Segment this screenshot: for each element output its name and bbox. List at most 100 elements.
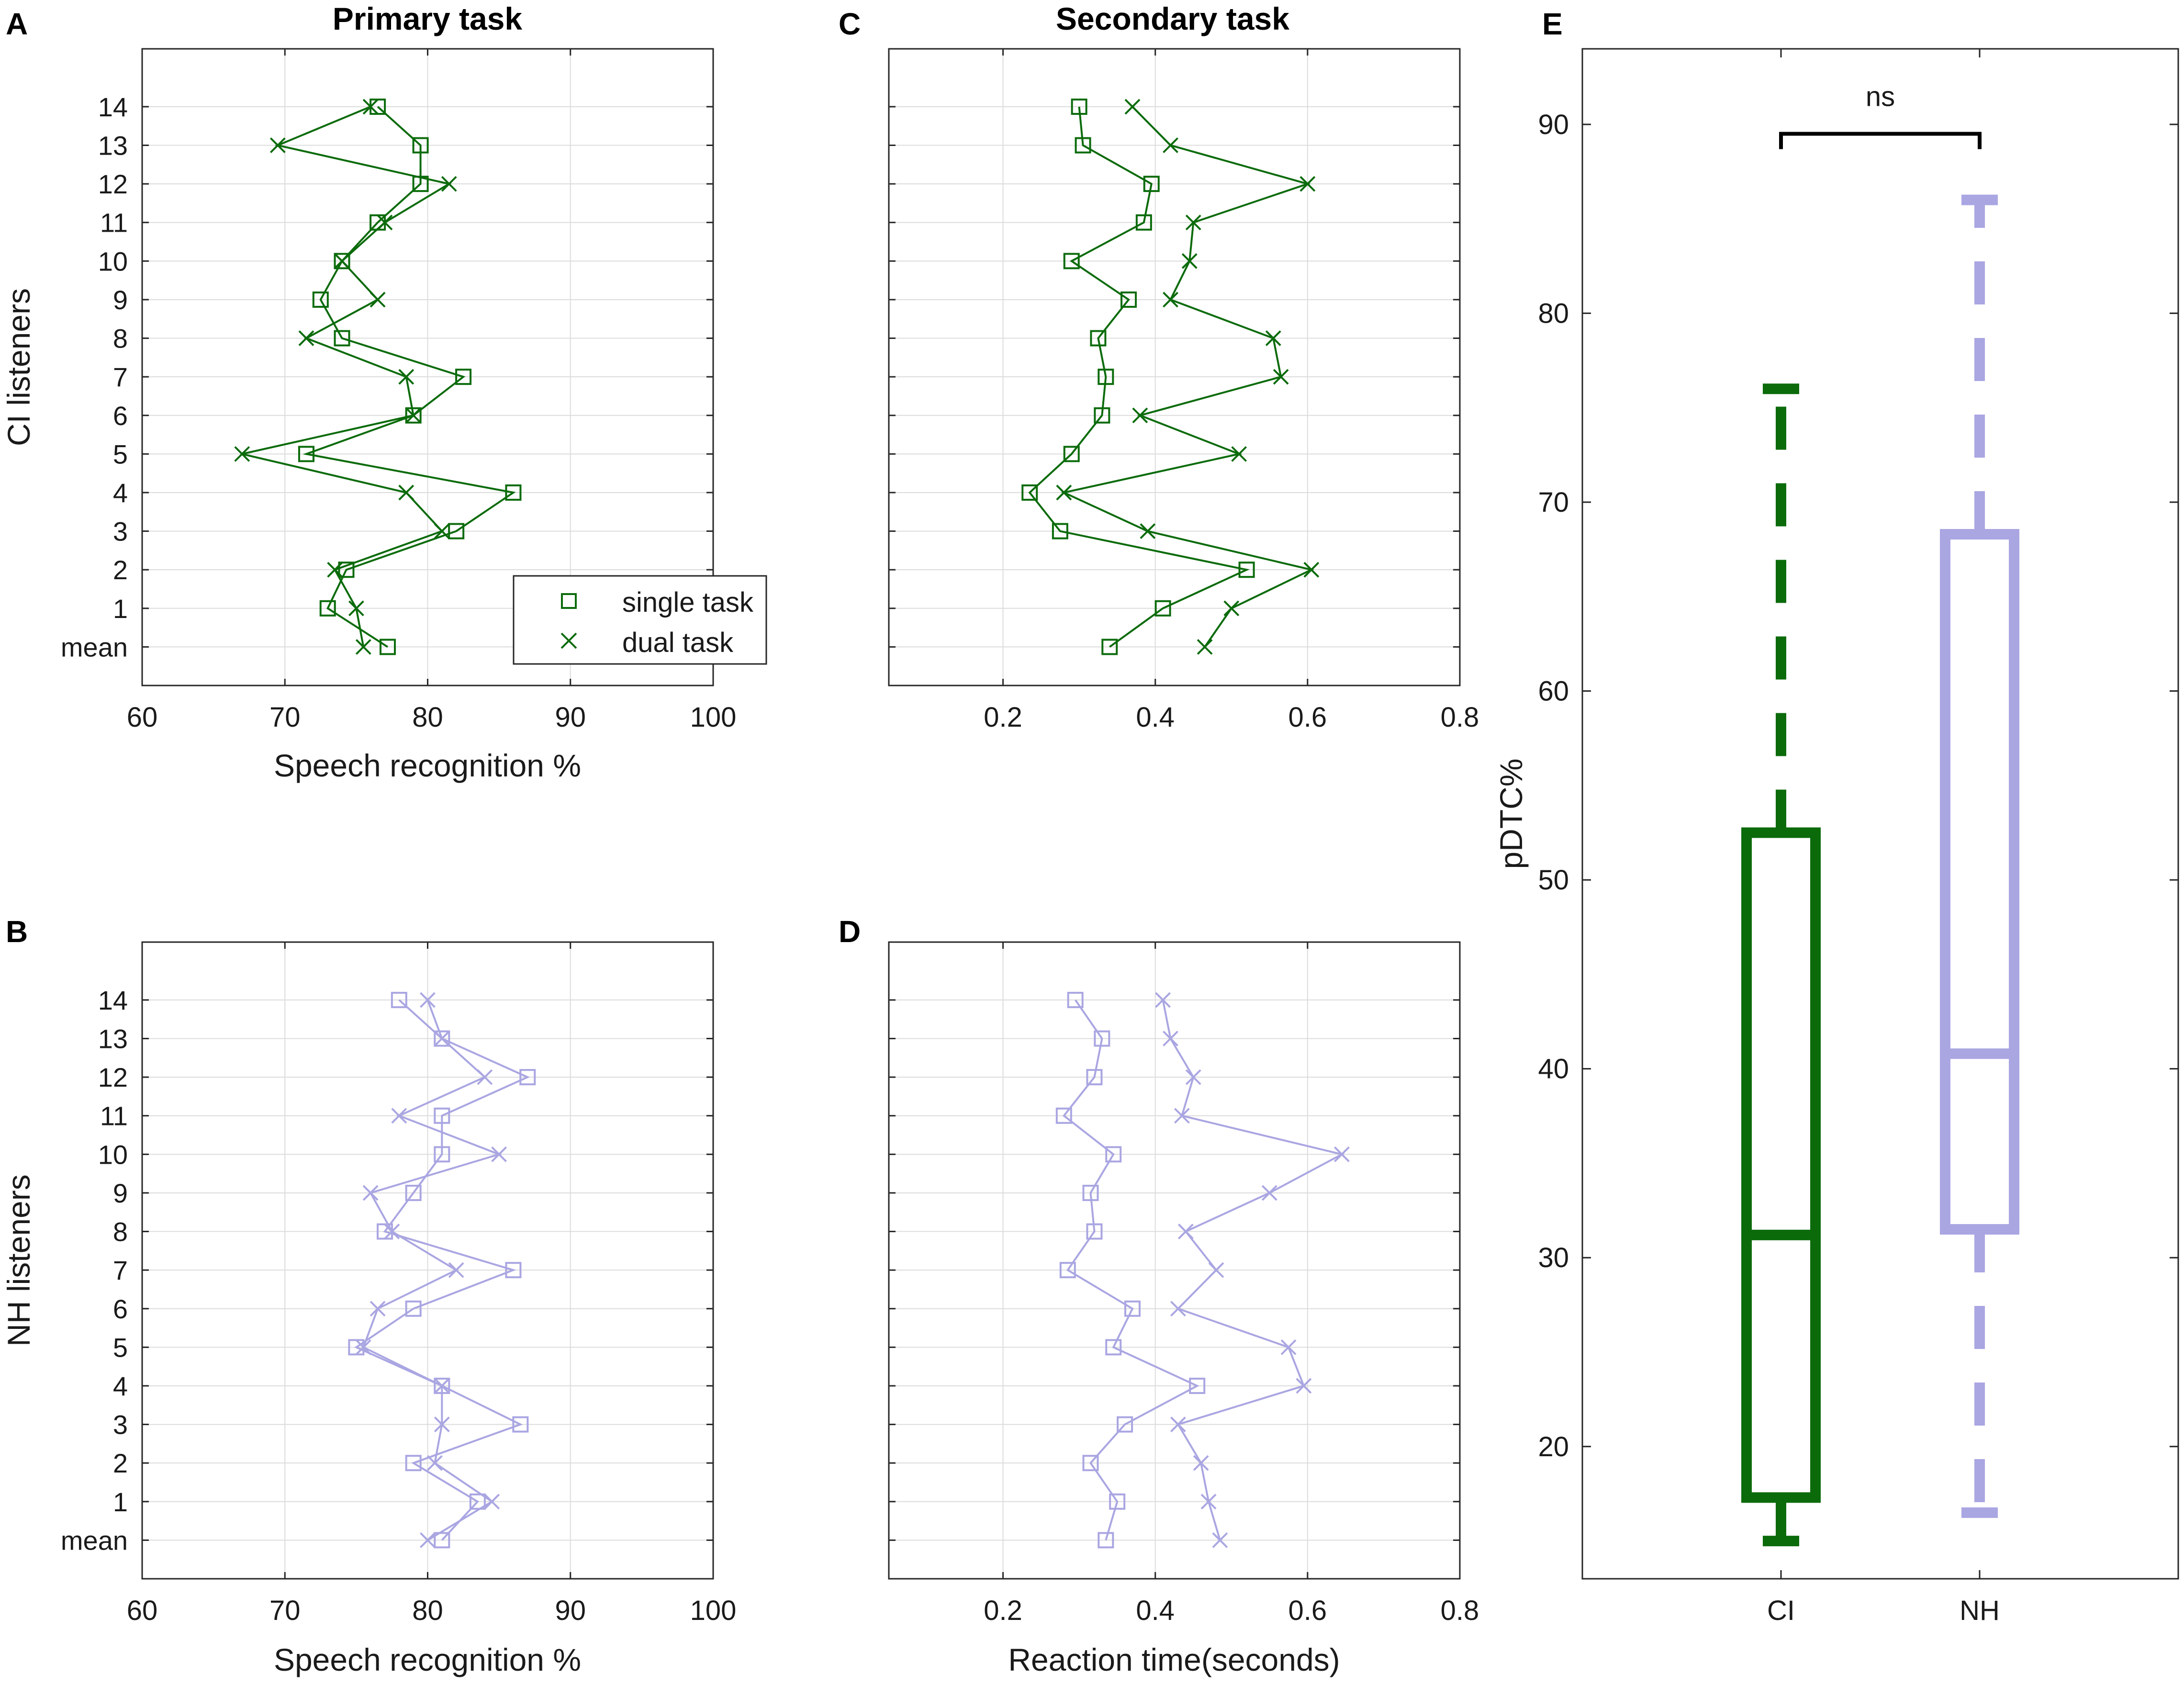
dual-task-marker: [1124, 99, 1141, 115]
y-tick-label: 90: [1538, 109, 1569, 140]
dual-task-marker: [1334, 1146, 1350, 1162]
y-tick-label: 2: [113, 555, 128, 585]
x-tick-label: 0.8: [1441, 702, 1479, 733]
panel-letter-a: A: [6, 7, 28, 41]
legend-dual-task-marker: [560, 632, 577, 649]
single-task-marker: [448, 523, 465, 540]
dual-task-marker: [1185, 1069, 1201, 1085]
panel-letter-d: D: [839, 914, 861, 949]
y-tick-label: 7: [113, 1255, 128, 1285]
x-tick-label: 80: [412, 1595, 443, 1626]
single-task-marker: [434, 1107, 450, 1124]
dual-task-marker: [441, 176, 457, 192]
single-task-marker: [1094, 1030, 1110, 1047]
panel-c-plot-area: [888, 48, 1461, 686]
dual-task-marker: [1056, 484, 1072, 501]
panel-e-significance: ns: [1779, 81, 1982, 149]
x-tick-label: 0.6: [1288, 1595, 1327, 1626]
legend-single-task-marker: [561, 593, 577, 609]
y-tick-label: 3: [113, 517, 128, 547]
dual-task-marker: [370, 1301, 386, 1317]
dual-task-marker: [362, 99, 379, 115]
single-task-marker: [1052, 523, 1068, 540]
y-tick-label: 13: [98, 131, 128, 161]
dual-task-marker: [426, 1455, 443, 1471]
nh-box: [1940, 529, 2019, 1235]
significance-label: ns: [1866, 81, 1895, 112]
dual-task-marker: [398, 369, 414, 385]
y-tick-label: 9: [113, 1178, 128, 1208]
panel-e-pdtc-boxplot: E 20 30 40 50 60 70 80 90 CI NH ns pDTC%: [1493, 7, 2179, 1626]
single-task-marker: [455, 369, 472, 385]
y-tick-label: 11: [100, 1101, 128, 1131]
dual-task-marker: [1193, 1455, 1209, 1471]
dual-task-marker: [491, 1146, 507, 1162]
panel-letter-b: B: [6, 914, 28, 949]
series-line-single-task: [1063, 999, 1199, 1540]
x-tick-label: 100: [690, 1595, 737, 1626]
y-tick-label: 3: [113, 1410, 128, 1440]
dual-task-marker: [334, 253, 350, 269]
single-task-marker: [1098, 369, 1114, 385]
dual-task-marker: [484, 1494, 500, 1510]
panel-b-xlabel: Speech recognition %: [274, 1642, 581, 1677]
x-tick-label: 80: [412, 702, 443, 733]
y-tick-label: 4: [113, 1371, 128, 1401]
dual-task-marker: [1197, 639, 1213, 655]
panel-d-xlabel: Reaction time(seconds): [1008, 1642, 1340, 1677]
single-task-marker: [505, 1262, 522, 1279]
y-tick-label: 6: [113, 401, 128, 431]
dual-task-marker: [1261, 1185, 1277, 1201]
dual-task-marker: [1212, 1532, 1228, 1548]
x-tick-label: 0.8: [1441, 1595, 1479, 1626]
y-tick-label: 1: [113, 1487, 128, 1517]
panel-e-ylabel: pDTC%: [1493, 758, 1529, 869]
dual-task-marker: [1170, 1301, 1186, 1317]
dual-task-marker: [1163, 1031, 1178, 1046]
dual-task-marker: [1231, 446, 1247, 462]
y-tick-label: 12: [98, 169, 128, 199]
single-task-marker: [512, 1416, 529, 1433]
panel-c-series: [1021, 98, 1320, 655]
significance-bracket: [1779, 132, 1982, 149]
single-task-marker: [1063, 253, 1080, 270]
dual-task-marker: [1296, 1378, 1312, 1394]
dual-task-marker: [434, 523, 450, 539]
x-tick-label: 70: [269, 1595, 301, 1626]
dual-task-marker: [434, 1031, 450, 1046]
single-task-marker: [1189, 1377, 1206, 1394]
single-task-marker: [312, 291, 329, 308]
single-task-marker: [1101, 639, 1118, 655]
single-task-marker: [379, 639, 396, 655]
dual-task-marker: [434, 1416, 450, 1432]
panel-letter-c: C: [839, 7, 861, 41]
single-task-marker: [1109, 1493, 1126, 1510]
panel-a-legend: single task dual task: [513, 575, 767, 665]
panel-a-title: Primary task: [333, 1, 523, 36]
dual-task-marker: [1163, 137, 1178, 153]
legend-dual-task-label: dual task: [622, 627, 734, 658]
y-tick-label: 1: [113, 594, 128, 624]
single-task-marker: [391, 991, 407, 1008]
panel-d-secondary-task-nh: D 0.2 0.4 0.6 0.8 Reaction time(seconds): [839, 914, 1479, 1677]
panel-a-grid: [142, 49, 713, 686]
y-tick-label: 14: [98, 985, 128, 1015]
x-tick-label: 0.4: [1136, 702, 1175, 733]
single-task-marker: [412, 137, 429, 154]
dual-task-marker: [1177, 1224, 1194, 1239]
y-tick-label: 5: [113, 1332, 128, 1362]
y-tick-label: 12: [98, 1062, 128, 1092]
series-line-single-task: [1028, 106, 1250, 648]
dual-task-marker: [1140, 523, 1156, 539]
single-task-marker: [405, 407, 422, 424]
single-task-marker: [1090, 330, 1107, 347]
single-task-marker: [1063, 446, 1080, 462]
dual-task-marker: [1223, 600, 1240, 617]
single-task-marker: [1124, 1300, 1141, 1317]
y-tick-label: 2: [113, 1448, 128, 1478]
panel-e-plot-area: [1581, 48, 2179, 1580]
